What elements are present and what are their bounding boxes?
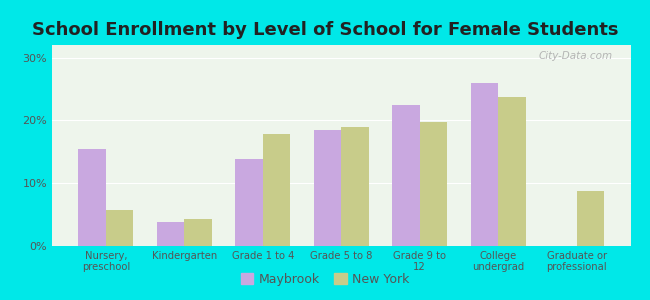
Bar: [499, 97, 526, 246]
Bar: [471, 83, 499, 246]
Bar: [420, 122, 447, 246]
Legend: Maybrook, New York: Maybrook, New York: [236, 268, 414, 291]
Bar: [157, 222, 184, 246]
Bar: [78, 148, 106, 246]
Text: School Enrollment by Level of School for Female Students: School Enrollment by Level of School for…: [32, 21, 618, 39]
Bar: [106, 210, 133, 246]
Bar: [314, 130, 341, 246]
Bar: [577, 191, 604, 246]
Bar: [184, 219, 212, 246]
Bar: [341, 127, 369, 246]
Bar: [392, 105, 420, 246]
Bar: [263, 134, 291, 246]
Text: City-Data.com: City-Data.com: [539, 51, 613, 61]
Bar: [235, 159, 263, 246]
